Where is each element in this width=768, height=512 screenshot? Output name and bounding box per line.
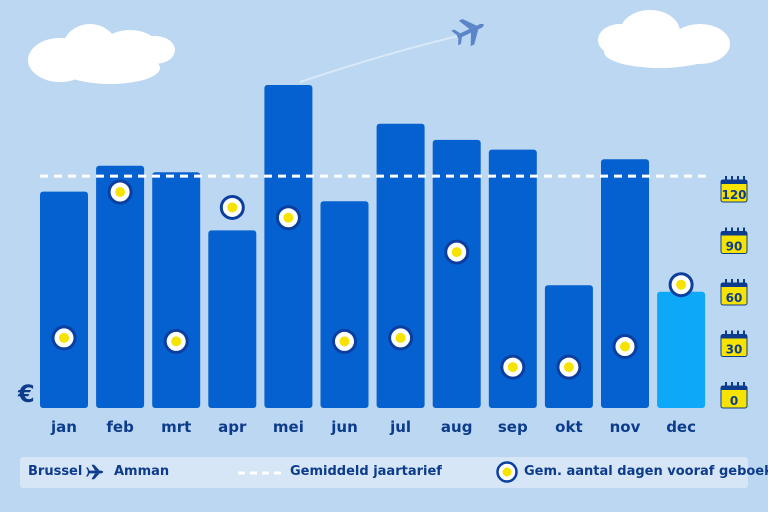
legend-origin: Brussel [28,464,83,479]
month-label-okt: okt [555,418,582,436]
days-tick-label: 30 [726,343,743,357]
bar-jul [376,123,425,408]
plane-icon [451,19,484,47]
days-marker-jul [388,325,414,351]
month-label-nov: nov [610,418,641,436]
bar-nov [601,159,649,408]
legend-average: Gemiddeld jaartarief [290,464,442,479]
month-label-mrt: mrt [161,418,191,436]
calendar-icon: 0 [720,382,748,409]
days-marker-mei [275,205,301,231]
legend: Brussel Amman Gemiddeld jaartarief Gem. … [20,457,768,488]
month-label-jul: jul [389,418,411,436]
days-marker-jun [332,328,357,354]
month-label-aug: aug [441,418,473,436]
bar-sep [488,149,537,408]
days-tick-label: 90 [726,240,743,254]
cloud-right [598,10,730,68]
bar-dec [657,291,706,408]
days-marker-aug [444,239,470,265]
bar-aug [432,139,481,408]
month-label-dec: dec [666,418,696,436]
decorations [28,10,730,84]
calendar-icon: 30 [720,330,748,357]
days-tick-label: 60 [726,291,743,305]
plane-icon [86,464,104,480]
bar-mrt [152,172,201,408]
contrail [299,35,459,83]
bar-okt [544,285,593,408]
month-label-apr: apr [218,418,247,436]
days-marker-dec [668,272,694,298]
month-labels-group: jan feb mrt apr mei jun jul aug sep okt nov dec [50,418,696,436]
legend-days: Gem. aantal dagen vooraf geboekt [524,464,768,479]
currency-symbol: € [18,380,35,408]
days-tick-label: 0 [730,394,738,408]
days-tick-label: 120 [721,188,746,202]
days-marker-okt [556,354,582,380]
month-label-feb: feb [106,418,134,436]
dashed-line-icon [238,471,282,475]
month-label-mei: mei [273,418,304,436]
calendar-icon: 120 [720,176,748,203]
days-marker-feb [107,179,133,205]
bar-mei [264,85,313,408]
days-marker-mrt [163,328,189,354]
days-marker-apr [219,194,245,220]
bar-jan [40,191,88,408]
right-axis-ticks: 0 30 60 90 120 [720,176,748,409]
month-label-jan: jan [50,418,77,436]
bar-feb [96,165,145,408]
days-marker-jan [51,325,77,351]
bars-group [40,85,706,408]
calendar-icon: 90 [720,227,748,254]
days-marker-sep [500,354,526,380]
days-marker-nov [612,334,638,359]
marker-icon [496,461,518,483]
bar-jun [320,201,369,408]
legend-destination: Amman [114,464,170,479]
cloud-left [28,24,175,84]
month-label-sep: sep [498,418,528,436]
bar-apr [208,230,257,408]
month-label-jun: jun [330,418,358,436]
markers-group [51,179,694,380]
calendar-icon: 60 [720,279,748,306]
